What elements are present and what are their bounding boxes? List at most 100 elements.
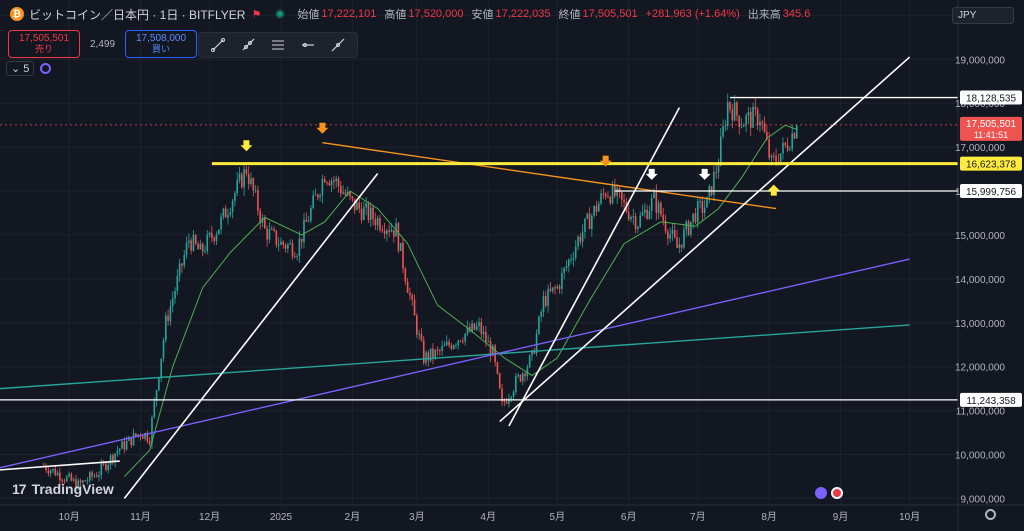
candle-body: [227, 214, 229, 218]
ray-tool-icon[interactable]: [239, 36, 257, 54]
candle-body: [733, 102, 736, 121]
candle-body: [153, 401, 156, 418]
candle-body: [174, 290, 176, 299]
candle-body: [614, 184, 616, 196]
candle-body: [404, 268, 407, 282]
candle-body: [77, 480, 80, 490]
candle-body: [231, 200, 234, 213]
trend-line-tool-icon[interactable]: [209, 36, 227, 54]
candle-body: [194, 235, 197, 244]
extended-line-tool-icon[interactable]: [329, 36, 347, 54]
market-status-icon[interactable]: [275, 9, 286, 19]
price-tick-label: 9,000,000: [961, 494, 1006, 505]
candle-body: [538, 316, 540, 334]
candle-body: [291, 243, 294, 257]
volume-label: 出来高: [747, 9, 781, 21]
time-tick-label: 2月: [345, 511, 361, 523]
candle-body: [68, 473, 70, 477]
candle-body: [450, 345, 453, 349]
candle-body: [680, 244, 683, 248]
candle-body: [671, 229, 674, 235]
candle-body: [699, 201, 701, 203]
candle-body: [510, 397, 513, 399]
candle-body: [724, 125, 727, 127]
time-tick-label: 10月: [899, 511, 920, 523]
price-tick-label: 19,000,000: [955, 55, 1005, 66]
horizontal-ray-tool-icon[interactable]: [299, 36, 317, 54]
indicator-visibility-icon[interactable]: [40, 63, 52, 74]
time-tick-label: 9月: [833, 511, 849, 523]
candle-body: [56, 472, 59, 476]
candle-body: [190, 240, 192, 251]
candle-body: [155, 390, 158, 402]
candle-body: [211, 232, 213, 238]
candle-body: [512, 391, 515, 398]
candle-body: [287, 244, 289, 249]
arrow-marker: [645, 168, 658, 180]
candle-body: [135, 433, 137, 437]
candle-body: [738, 115, 741, 128]
candle-body: [439, 350, 441, 352]
candle-body: [662, 215, 665, 221]
candle-body: [789, 149, 791, 151]
candle-body: [623, 199, 625, 203]
candle-body: [328, 182, 331, 186]
currency-label: JPY: [958, 10, 977, 21]
candle-body: [535, 333, 538, 354]
candle-body: [206, 234, 209, 252]
parallel-channel-tool-icon[interactable]: [269, 36, 287, 54]
candle-body: [565, 266, 568, 268]
indicator-count[interactable]: ⌄ 5: [6, 61, 35, 76]
candle-body: [683, 229, 685, 248]
candle-body: [399, 242, 402, 251]
candle-body: [620, 192, 623, 200]
buy-button[interactable]: 17,508,000 買い: [125, 30, 198, 58]
flag-icon[interactable]: ⚑: [251, 8, 262, 21]
candle-body: [588, 213, 591, 230]
candle-body: [321, 178, 324, 196]
candle-body: [531, 350, 533, 356]
arrow-marker: [767, 184, 780, 196]
candle-body: [100, 463, 103, 475]
candle-body: [452, 345, 455, 349]
bottom-status-icons: [815, 487, 843, 499]
record-icon[interactable]: [831, 487, 843, 499]
candle-body: [609, 197, 612, 204]
candle-body: [141, 436, 144, 439]
time-axis: 10月 11月 12月 2025 2月 3月 4月 5月 6月 7月 8月 9月 10月: [0, 504, 1024, 523]
low-label: 安値: [471, 9, 494, 21]
candle-body: [581, 231, 584, 242]
candle-body: [558, 286, 561, 289]
candle-body: [459, 340, 462, 342]
sell-button[interactable]: 17,505,501 売り: [8, 30, 80, 58]
indicators-toggle[interactable]: ⌄ 5: [6, 61, 52, 76]
candle-body: [369, 207, 372, 220]
candle-body: [188, 240, 190, 243]
symbol-title[interactable]: ビットコイン／日本円 · 1日 · BITFLYER: [29, 7, 246, 22]
candle-body: [544, 296, 547, 306]
candle-body: [277, 244, 280, 246]
candle-body: [519, 374, 522, 382]
candle-body: [729, 102, 731, 110]
candle-body: [52, 468, 54, 471]
legend-header: ₿ ビットコイン／日本円 · 1日 · BITFLYER ⚑ 始値 17,222,…: [0, 0, 960, 28]
candle-body: [554, 287, 556, 289]
candle-body: [264, 217, 266, 229]
candle-body: [273, 229, 275, 231]
gear-icon[interactable]: [985, 509, 996, 520]
candle-body: [293, 256, 296, 258]
candle-body: [627, 211, 630, 220]
close-value: 17,505,501: [582, 8, 638, 20]
candle-body: [374, 219, 377, 226]
currency-selector[interactable]: JPY: [952, 7, 1014, 24]
candle-body: [644, 209, 646, 213]
candle-body: [303, 219, 305, 243]
candle-body: [579, 236, 582, 242]
arrow-marker: [316, 122, 329, 134]
lightning-icon[interactable]: [815, 487, 827, 499]
candle-body: [669, 234, 671, 239]
arrow-marker: [240, 140, 253, 152]
candle-body: [45, 465, 47, 471]
candle-body: [105, 463, 107, 470]
